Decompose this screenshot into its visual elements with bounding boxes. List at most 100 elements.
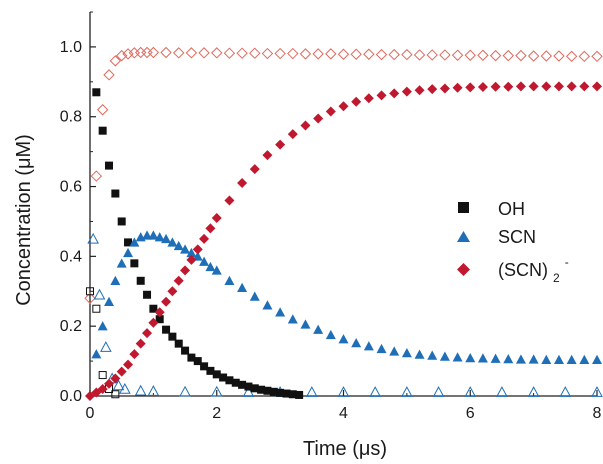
legend-label-scn2-main: (SCN) [498, 260, 548, 280]
data-point-triangle [288, 314, 298, 323]
data-point-triangle [529, 354, 539, 363]
legend-marker-scn2 [457, 263, 470, 276]
data-point-diamond [129, 349, 139, 359]
series-open-triangle [88, 234, 602, 397]
data-point-diamond [567, 51, 577, 61]
data-point-diamond [567, 81, 577, 91]
x-tick-label: 0 [86, 405, 95, 422]
data-point-diamond [174, 48, 184, 58]
x-tick-label: 8 [593, 405, 602, 422]
data-point-triangle [427, 351, 437, 360]
data-point-diamond [491, 82, 501, 92]
data-point-diamond [579, 51, 589, 61]
data-point-diamond [427, 50, 437, 60]
data-point-triangle [339, 334, 349, 343]
data-point-diamond [300, 120, 310, 130]
data-point-diamond [326, 49, 336, 59]
data-point-triangle [98, 321, 108, 330]
data-point-diamond [364, 93, 374, 103]
data-point-diamond [427, 84, 437, 94]
data-point-triangle [491, 354, 501, 363]
data-point-diamond [212, 48, 222, 58]
data-point-diamond [123, 360, 133, 370]
data-point-square [143, 291, 151, 299]
data-point-diamond [402, 87, 412, 97]
data-point-square [92, 88, 100, 96]
x-tick-label: 6 [466, 405, 475, 422]
data-point-diamond [262, 150, 272, 160]
data-point-diamond [529, 51, 539, 61]
data-point-diamond [440, 83, 450, 93]
data-point-diamond [503, 82, 513, 92]
data-point-diamond [224, 48, 234, 58]
data-point-diamond [142, 47, 152, 57]
data-point-square [295, 391, 303, 399]
data-point-triangle [497, 387, 507, 396]
legend-label-scn: SCN [498, 227, 536, 247]
data-point-triangle [101, 342, 111, 351]
data-point-diamond [275, 49, 285, 59]
data-point-diamond [554, 81, 564, 91]
data-point-diamond [224, 196, 234, 206]
data-point-diamond [237, 178, 247, 188]
data-point-diamond [339, 101, 349, 111]
data-point-square [105, 162, 113, 170]
data-point-triangle [377, 344, 387, 353]
data-point-square [137, 277, 145, 285]
data-point-triangle [389, 346, 399, 355]
data-point-square [118, 217, 126, 225]
data-point-square [175, 340, 183, 348]
data-point-square [130, 259, 138, 267]
data-point-diamond [142, 328, 152, 338]
data-point-diamond [339, 49, 349, 59]
data-point-diamond [275, 140, 285, 150]
data-point-triangle [136, 386, 146, 395]
y-tick-label: 0.2 [60, 318, 82, 335]
data-point-triangle [370, 387, 380, 396]
data-point-diamond [402, 50, 412, 60]
data-point-triangle [554, 355, 564, 364]
data-point-triangle [541, 355, 551, 364]
data-point-diamond [174, 276, 184, 286]
data-point-diamond [167, 286, 177, 296]
data-point-diamond [453, 83, 463, 93]
data-point-diamond [186, 48, 196, 58]
legend-label-scn2-superscript: - [565, 255, 569, 269]
data-point-triangle [95, 290, 105, 299]
y-tick-label: 0.4 [60, 248, 82, 265]
data-point-diamond [389, 88, 399, 98]
data-point-triangle [465, 353, 475, 362]
data-point-square [99, 372, 106, 379]
data-point-diamond [415, 50, 425, 60]
data-point-triangle [402, 348, 412, 357]
data-point-diamond [148, 47, 158, 57]
data-point-triangle [123, 248, 133, 257]
data-marks [85, 47, 602, 401]
data-point-square [162, 326, 170, 334]
data-point-diamond [288, 49, 298, 59]
data-point-diamond [199, 234, 209, 244]
data-point-triangle [567, 355, 577, 364]
x-tick-label: 2 [212, 405, 221, 422]
data-point-triangle [415, 349, 425, 358]
data-point-diamond [313, 113, 323, 123]
data-point-diamond [180, 265, 190, 275]
data-point-triangle [104, 297, 114, 306]
y-axis-title: Concentration (μM) [13, 134, 35, 306]
legend-label-scn2: (SCN) 2 - [498, 255, 569, 286]
series-scn [91, 230, 602, 364]
data-point-diamond [592, 81, 602, 91]
legend-label-scn2-subscript: 2 [553, 271, 560, 285]
legend-label-oh: OH [498, 199, 525, 219]
data-point-square [111, 190, 119, 198]
data-point-triangle [262, 300, 272, 309]
data-point-diamond [161, 47, 171, 57]
data-point-diamond [579, 81, 589, 91]
data-point-triangle [110, 276, 120, 285]
data-point-diamond [554, 51, 564, 61]
data-point-triangle [180, 387, 190, 396]
y-tick-label: 0.0 [60, 388, 82, 405]
data-point-diamond [465, 82, 475, 92]
data-point-diamond [199, 48, 209, 58]
data-point-diamond [212, 213, 222, 223]
